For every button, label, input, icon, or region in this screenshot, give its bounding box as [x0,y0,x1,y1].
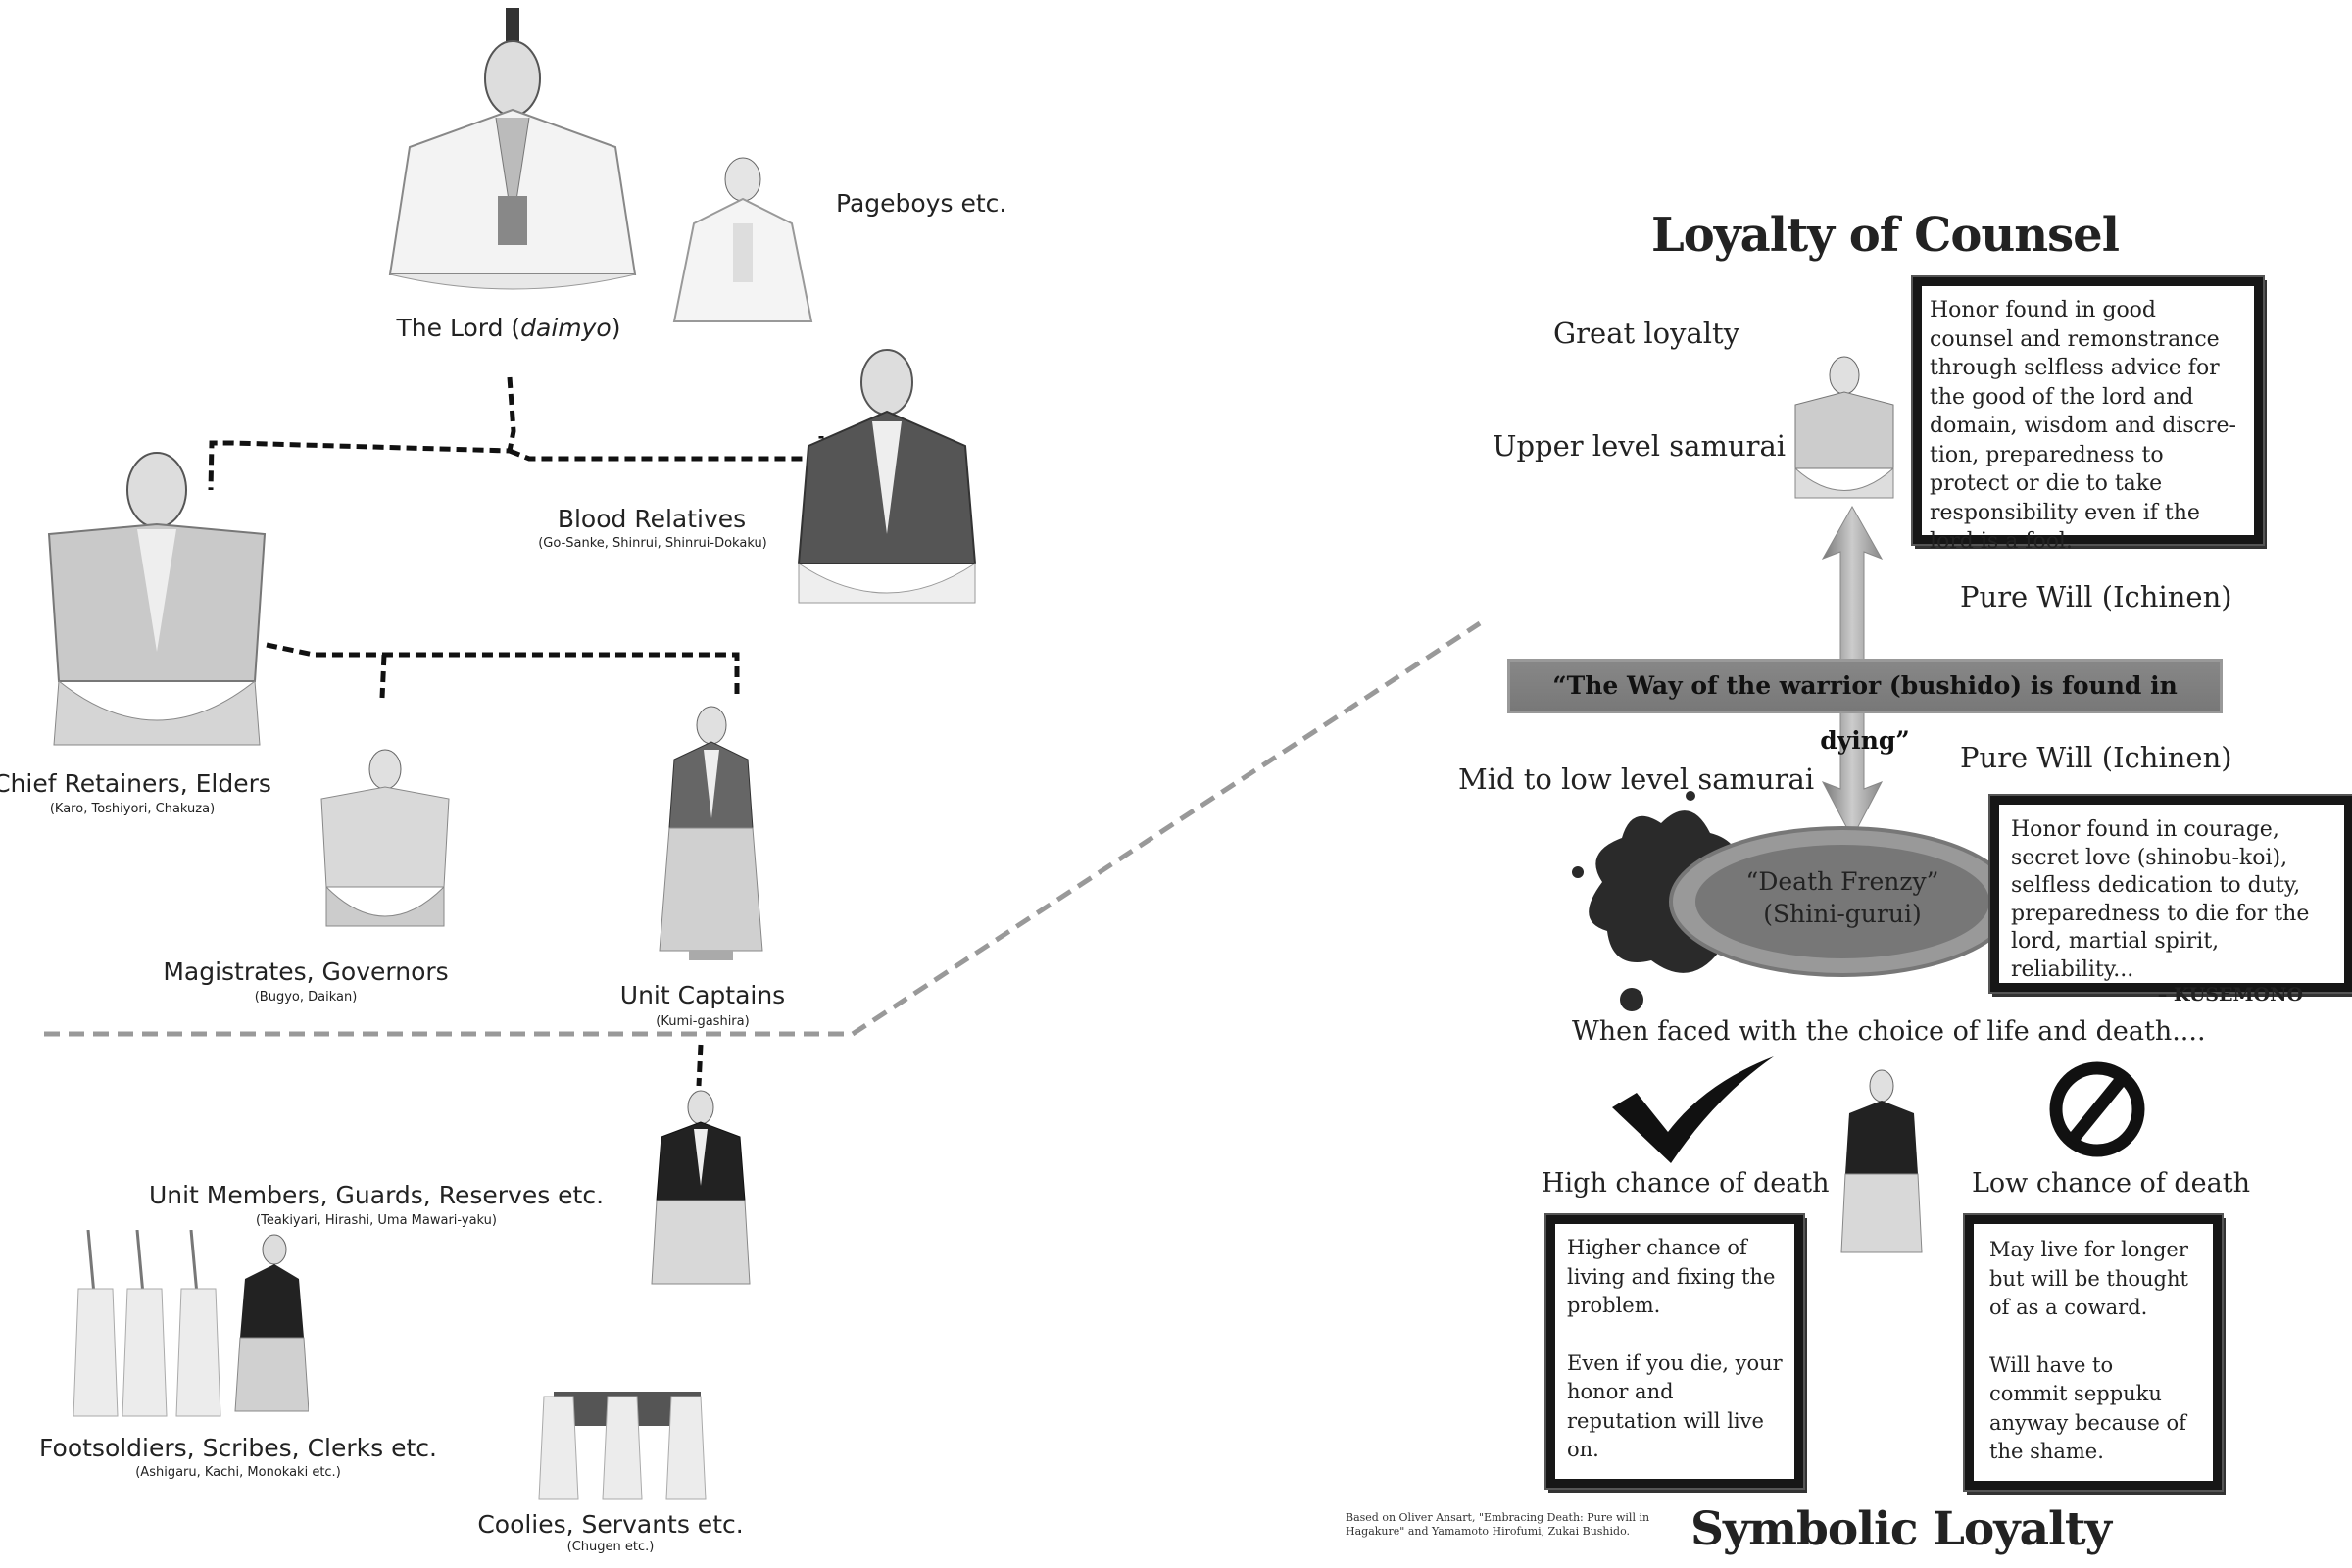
upper-level-label: Upper level samurai [1493,429,1787,463]
unit-captain-figure-icon [659,706,763,960]
coolies-sub: (Chugen etc.) [566,1540,655,1554]
checkmark-icon [1612,1056,1774,1163]
kusemono-signature: – KUSEMONO [2157,984,2303,1005]
magistrates-sub: (Bugyo, Daikan) [254,990,358,1004]
magistrates-connector [379,654,387,699]
low-chance-label: Low chance of death [1972,1168,2250,1199]
footsoldiers-label: Footsoldiers, Scribes, Clerks etc. [39,1434,437,1462]
footsoldiers-sub: (Ashigaru, Kachi, Monokaki etc.) [135,1465,341,1480]
bushido-quote: “The Way of the warrior (bushido) is fou… [1552,671,2178,755]
blood-relative-figure-icon [797,349,977,604]
unit-members-sub: (Teakiyari, Hirashi, Uma Mawari-yaku) [256,1213,497,1228]
unit-members-connector [696,1044,704,1087]
coolies-figure-icon [538,1392,707,1500]
symbolic-loyalty-title: Symbolic Loyalty [1690,1502,2112,1556]
lord-figure-icon [388,8,637,290]
low-chance-box: May live for longer but will be thought … [1965,1215,2222,1490]
lord-label: The Lord (daimyo) [396,314,621,342]
counsel-honor-text: Honor found in good counsel and remonstr… [1930,298,2236,554]
magistrates-label: Magistrates, Governors [163,957,449,986]
death-frenzy-line2: (Shini-gurui) [1763,900,1922,928]
pageboys-label: Pageboys etc. [836,189,1007,218]
death-frenzy-splash-icon [1572,791,2014,1011]
unit-members-label: Unit Members, Guards, Reserves etc. [148,1181,605,1209]
choice-line-label: When faced with the choice of life and d… [1572,1016,2206,1047]
high-chance-text-1: Higher chance of living and fixing the p… [1567,1236,1776,1317]
blood-relatives-label: Blood Relatives [557,505,747,533]
mid-low-level-label: Mid to low level samurai [1458,762,1815,796]
arrow-up-icon [1821,505,1884,662]
chief-retainer-figure-icon [47,452,267,746]
loyalty-of-counsel-title: Loyalty of Counsel [1651,208,2120,263]
pure-will-bottom-label: Pure Will (Ichinen) [1960,741,2232,774]
low-chance-text-2: Will have to commit seppuku anyway becau… [1989,1352,2186,1464]
great-loyalty-label: Great loyalty [1553,317,1740,350]
pageboy-figure-icon [672,157,813,322]
prohibited-icon [2049,1061,2145,1157]
citation-text: Based on Oliver Ansart, "Embracing Death… [1346,1511,1650,1538]
retainers-connector [266,642,740,698]
high-chance-text-2: Even if you die, your honor and reputati… [1567,1350,1783,1462]
coolies-label: Coolies, Servants etc. [477,1510,744,1539]
death-frenzy-line1: “Death Frenzy” [1745,867,1939,896]
upper-samurai-figure-icon [1794,356,1894,499]
bushido-banner: “The Way of the warrior (bushido) is fou… [1507,659,2223,755]
kusemono-honor-box: Honor found in courage, secret love (shi… [1990,796,2352,1005]
unit-captains-label: Unit Captains [619,981,786,1009]
low-chance-text-1: May live for longer but will be thought … [1989,1238,2188,1319]
blood-relatives-sub: (Go-Sanke, Shinrui, Shinrui-Dokaku) [538,536,767,551]
high-chance-box: Higher chance of living and fixing the p… [1546,1215,1803,1488]
pure-will-top-label: Pure Will (Ichinen) [1960,580,2232,613]
chief-retainers-sub: (Karo, Toshiyori, Chakuza) [49,802,216,816]
unit-member-figure-icon [651,1090,751,1285]
blood-relatives-connector [509,436,824,462]
magistrate-figure-icon [320,749,450,927]
footsoldiers-figure-icon [73,1230,309,1417]
chief-retainers-label: Chief Retainers, Elders [0,769,271,798]
counsel-honor-box: Honor found in good counsel and remonstr… [1913,277,2263,554]
unit-captains-sub: (Kumi-gashira) [656,1014,750,1029]
high-chance-label: High chance of death [1542,1168,1830,1199]
class-divider-line [44,620,1482,1037]
choice-samurai-figure-icon [1840,1069,1923,1253]
kusemono-honor-text: Honor found in courage, secret love (shi… [2011,817,2310,982]
